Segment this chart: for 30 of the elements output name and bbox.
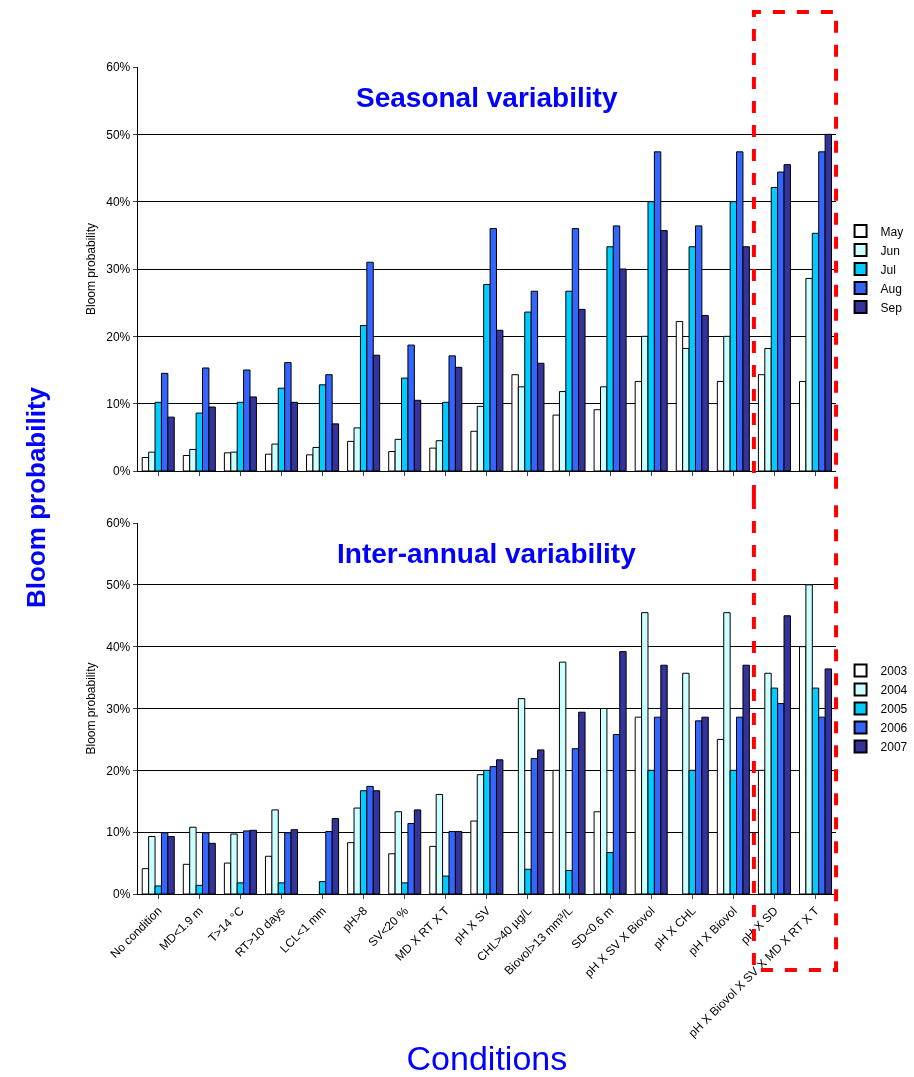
y-tick-label: 50% [106, 578, 131, 593]
legend-label: 2003 [880, 664, 908, 679]
x-axis-title: Conditions [406, 1039, 568, 1077]
text: Inter-annual variability [337, 538, 637, 569]
y-tick-label: 30% [106, 701, 131, 716]
y-tick-label: 10% [106, 396, 131, 411]
y-axis-title: Bloom probability [83, 222, 98, 316]
legend-label: Sep [880, 300, 903, 315]
legend-label: Jun [880, 243, 900, 258]
y-tick-label: 20% [106, 763, 131, 778]
y-tick-label: 20% [106, 329, 131, 344]
legend-label: Jul [880, 262, 896, 277]
y-tick-label: 60% [106, 60, 131, 75]
y-tick-label: 40% [106, 639, 131, 654]
text: Bloom probability [20, 386, 51, 608]
y-tick-label: 30% [106, 262, 131, 277]
text: Seasonal variability [356, 82, 618, 113]
y-tick-label: 50% [106, 127, 131, 142]
y-tick-label: 40% [106, 194, 131, 209]
legend-label: 2006 [880, 721, 908, 736]
legend-label: Aug [880, 281, 902, 296]
y-axis-title: Bloom probability [83, 662, 98, 755]
y-tick-label: 60% [106, 516, 131, 531]
legend-label: May [880, 224, 904, 239]
y-tick-label: 10% [106, 825, 131, 840]
legend-label: 2004 [880, 683, 908, 698]
legend-label: 2005 [880, 702, 908, 717]
y-tick-label: 0% [112, 464, 131, 479]
y-tick-label: 0% [112, 887, 131, 902]
legend-label: 2007 [880, 740, 908, 755]
